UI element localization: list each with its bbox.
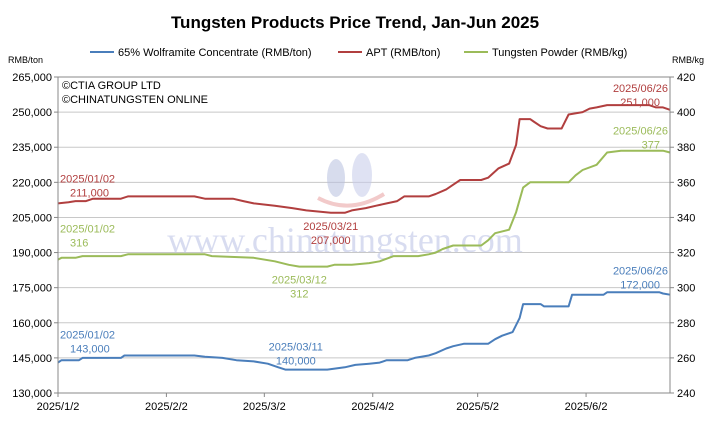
annotation-date: 2025/03/11 bbox=[269, 342, 323, 354]
copyright-line-1: ©CTIA GROUP LTD bbox=[62, 80, 161, 92]
legend-label-powder: Tungsten Powder (RMB/kg) bbox=[492, 47, 627, 59]
y-left-tick-label: 235,000 bbox=[12, 142, 52, 154]
y-left-tick-label: 130,000 bbox=[12, 388, 52, 400]
x-tick-label: 2025/1/2 bbox=[37, 401, 80, 413]
annotation-value: 207,000 bbox=[311, 235, 351, 247]
watermark-logo-drop-left bbox=[327, 159, 345, 197]
chart-title: Tungsten Products Price Trend, Jan-Jun 2… bbox=[171, 13, 539, 32]
x-tick-label: 2025/2/2 bbox=[145, 401, 188, 413]
annotation-date: 2025/06/26 bbox=[613, 125, 668, 137]
data-annotations: 2025/01/02 143,000 2025/03/11 140,000 2025/0… bbox=[60, 83, 668, 368]
legend-label-apt: APT (RMB/ton) bbox=[366, 47, 440, 59]
annotation-value: 377 bbox=[642, 139, 660, 151]
annotation-date: 2025/03/21 bbox=[303, 221, 358, 233]
annotation-value: 312 bbox=[290, 289, 308, 301]
y-right-tick-label: 380 bbox=[677, 142, 695, 154]
series-line-0 bbox=[57, 291, 671, 371]
plot-frame bbox=[57, 76, 671, 394]
annotation-date: 2025/03/12 bbox=[272, 275, 327, 287]
annotation-date: 2025/01/02 bbox=[60, 173, 115, 185]
annotation-value: 172,000 bbox=[620, 280, 660, 292]
copyright-line-2: ©CHINATUNGSTEN ONLINE bbox=[62, 94, 208, 106]
annotation-date: 2025/06/26 bbox=[613, 83, 668, 95]
y-left-tick-label: 145,000 bbox=[12, 353, 52, 365]
annotation-date: 2025/01/02 bbox=[60, 224, 115, 236]
y-right-tick-label: 240 bbox=[677, 388, 695, 400]
left-axis-unit: RMB/ton bbox=[8, 55, 43, 65]
annotation-date: 2025/01/02 bbox=[60, 330, 115, 342]
y-right-tick-label: 400 bbox=[677, 107, 695, 119]
series-line-2 bbox=[57, 149, 671, 268]
x-tick-label: 2025/6/2 bbox=[565, 401, 608, 413]
legend: 65% Wolframite Concentrate (RMB/ton) APT… bbox=[90, 47, 627, 59]
axes: 130,000 145,000 160,000 175,000 190,000 205,0… bbox=[12, 72, 695, 413]
y-left-tick-label: 175,000 bbox=[12, 283, 52, 295]
y-right-tick-label: 320 bbox=[677, 248, 695, 260]
y-right-tick-label: 360 bbox=[677, 177, 695, 189]
annotation-value: 143,000 bbox=[70, 344, 110, 356]
annotation-date: 2025/06/26 bbox=[613, 266, 668, 278]
y-left-tick-label: 265,000 bbox=[12, 72, 52, 84]
series-line-1 bbox=[57, 104, 671, 214]
right-axis-unit: RMB/kg bbox=[672, 55, 704, 65]
y-right-tick-label: 420 bbox=[677, 72, 695, 84]
watermark-logo-swoosh bbox=[317, 192, 386, 208]
watermark-logo-drop-right bbox=[352, 153, 372, 197]
x-tick-label: 2025/3/2 bbox=[243, 401, 286, 413]
y-right-tick-label: 260 bbox=[677, 353, 695, 365]
copyright-notice: ©CTIA GROUP LTD ©CHINATUNGSTEN ONLINE bbox=[62, 80, 208, 106]
x-tick-label: 2025/4/2 bbox=[351, 401, 394, 413]
y-right-tick-label: 340 bbox=[677, 212, 695, 224]
y-left-tick-label: 160,000 bbox=[12, 318, 52, 330]
y-left-tick-label: 220,000 bbox=[12, 177, 52, 189]
watermark: www.chinatungsten.com bbox=[167, 153, 523, 260]
annotation-value: 140,000 bbox=[276, 356, 316, 368]
legend-label-wolframite: 65% Wolframite Concentrate (RMB/ton) bbox=[118, 47, 312, 59]
annotation-value: 211,000 bbox=[70, 187, 109, 199]
watermark-text: www.chinatungsten.com bbox=[167, 220, 523, 260]
y-left-tick-label: 250,000 bbox=[12, 107, 52, 119]
y-left-tick-label: 190,000 bbox=[12, 248, 52, 260]
series-lines bbox=[57, 104, 671, 371]
y-right-tick-label: 300 bbox=[677, 283, 695, 295]
y-left-tick-label: 205,000 bbox=[12, 212, 52, 224]
x-tick-label: 2025/5/2 bbox=[456, 401, 499, 413]
annotation-value: 251,000 bbox=[620, 97, 660, 109]
annotation-value: 316 bbox=[70, 238, 88, 250]
y-right-tick-label: 280 bbox=[677, 318, 695, 330]
